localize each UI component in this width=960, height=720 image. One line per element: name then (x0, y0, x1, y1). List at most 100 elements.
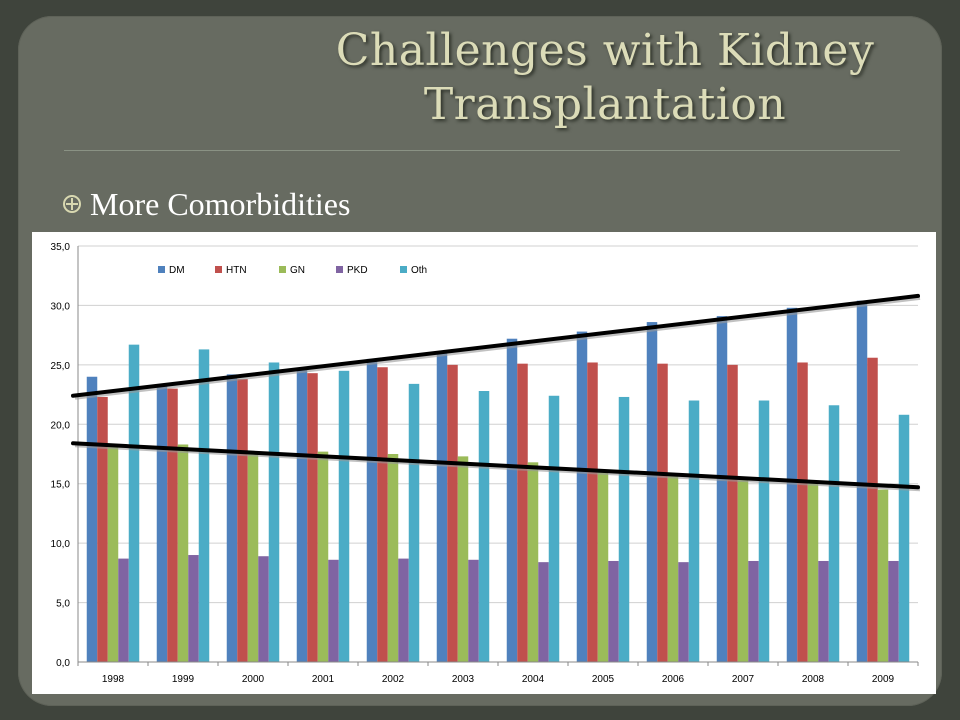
bar-gn (737, 480, 749, 662)
y-tick-label: 30,0 (51, 301, 71, 312)
slide-title: Challenges with Kidney Transplantation (300, 24, 910, 132)
bar-oth (128, 344, 140, 662)
title-divider (64, 150, 900, 151)
bar-gn (317, 451, 329, 662)
bar-gn (667, 474, 679, 662)
bar-htn (517, 363, 528, 662)
bar-gn (527, 462, 539, 662)
bar-oth (688, 400, 700, 662)
bar-htn (727, 364, 738, 662)
y-tick-label: 0,0 (56, 658, 70, 669)
bar-dm (86, 376, 98, 662)
bar-pkd (888, 560, 899, 662)
bar-gn (597, 469, 609, 662)
bar-gn (247, 452, 259, 662)
bar-oth (478, 391, 490, 662)
bar-dm (366, 358, 378, 662)
bar-pkd (258, 556, 269, 662)
x-tick-label: 2007 (732, 674, 755, 685)
legend-swatch (336, 266, 343, 273)
legend-label: GN (290, 265, 305, 276)
x-tick-label: 2005 (592, 674, 615, 685)
bar-dm (856, 300, 868, 662)
legend-label: DM (169, 265, 185, 276)
bar-dm (156, 386, 168, 662)
bar-pkd (608, 560, 619, 662)
legend-swatch (215, 266, 222, 273)
bar-htn (657, 363, 668, 662)
bar-chart: 0,0 5,0 10,0 15,0 20,0 25,0 30,0 35,0 1998 1999 20… (51, 242, 921, 685)
circled-plus-icon (63, 195, 81, 213)
bar-oth (898, 414, 910, 662)
bar-gn (107, 445, 119, 662)
legend-swatch (158, 266, 165, 273)
legend-label: PKD (347, 265, 368, 276)
y-tick-label: 20,0 (51, 420, 71, 431)
bar-htn (587, 362, 598, 662)
bar-oth (408, 383, 420, 662)
bar-gn (387, 454, 399, 662)
y-tick-label: 35,0 (51, 242, 71, 253)
bar-pkd (678, 562, 689, 662)
bar-dm (296, 369, 308, 662)
bar-htn (377, 367, 388, 662)
bar-dm (506, 338, 518, 662)
bar-pkd (468, 559, 479, 662)
bar-dm (716, 316, 728, 662)
slide-title-line-1: Challenges with Kidney (335, 25, 875, 76)
bar-dm (226, 374, 238, 662)
bar-oth (828, 405, 840, 662)
bar-pkd (188, 555, 199, 662)
bar-pkd (398, 558, 409, 662)
bar-pkd (538, 562, 549, 662)
legend-swatch (279, 266, 286, 273)
bar-htn (167, 388, 178, 662)
bar-htn (867, 357, 878, 662)
bar-pkd (118, 558, 129, 662)
bar-htn (97, 396, 108, 662)
bar-dm (436, 352, 448, 662)
bullet-text: More Comorbidities (90, 185, 351, 222)
legend-swatch (400, 266, 407, 273)
trendline (71, 293, 920, 398)
bar-oth (268, 362, 280, 662)
y-tick-label: 10,0 (51, 539, 71, 550)
bar-dm (786, 307, 798, 662)
legend-label: Oth (411, 265, 427, 276)
chart-area: 0,0 5,0 10,0 15,0 20,0 25,0 30,0 35,0 1998 1999 20… (32, 232, 936, 694)
bar-htn (307, 373, 318, 662)
trendline-shadow (74, 295, 921, 400)
x-tick-label: 2001 (312, 674, 335, 685)
x-tick-label: 2009 (872, 674, 895, 685)
bullet-item: More Comorbidities (62, 182, 350, 226)
bar-oth (548, 395, 560, 662)
y-tick-label: 25,0 (51, 361, 71, 372)
bar-dm (646, 322, 658, 662)
bar-htn (797, 362, 808, 662)
bar-gn (177, 444, 189, 662)
x-tick-label: 2002 (382, 674, 405, 685)
y-tick-label: 15,0 (51, 480, 71, 491)
bar-pkd (328, 559, 339, 662)
bar-gn (877, 489, 889, 662)
bar-oth (758, 400, 770, 662)
slide-title-line-2: Transplantation (423, 79, 787, 130)
x-tick-label: 2008 (802, 674, 825, 685)
x-tick-label: 1999 (172, 674, 195, 685)
x-tick-label: 2004 (522, 674, 545, 685)
bar-pkd (818, 560, 829, 662)
x-tick-label: 2000 (242, 674, 265, 685)
x-tick-label: 2006 (662, 674, 685, 685)
bar-dm (576, 331, 588, 662)
trendline (71, 441, 920, 490)
bar-htn (237, 379, 248, 662)
x-tick-label: 1998 (102, 674, 125, 685)
bar-htn (447, 364, 458, 662)
x-tick-label: 2003 (452, 674, 475, 685)
legend-label: HTN (226, 265, 247, 276)
bar-oth (338, 370, 350, 662)
y-tick-label: 5,0 (56, 599, 70, 610)
bar-oth (198, 349, 210, 662)
bar-gn (457, 456, 469, 662)
bar-pkd (748, 560, 759, 662)
